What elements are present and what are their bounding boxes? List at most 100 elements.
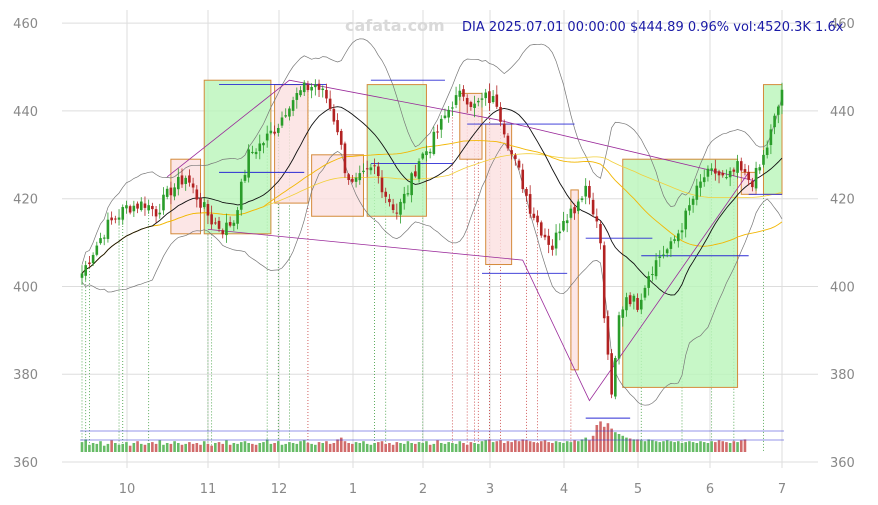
candle-body xyxy=(388,198,391,203)
volume-bar xyxy=(428,444,432,452)
volume-bar xyxy=(717,440,721,452)
candle-body xyxy=(402,193,406,204)
volume-bar xyxy=(258,443,262,452)
volume-bar xyxy=(351,443,354,452)
candle-body xyxy=(347,174,350,180)
candle-body xyxy=(725,177,728,179)
candle-body xyxy=(91,254,95,264)
volume-bar xyxy=(276,441,280,452)
volume-bar xyxy=(447,442,450,452)
candle-body xyxy=(273,131,276,134)
bollinger-lower xyxy=(81,142,783,406)
volume-bar xyxy=(291,443,295,452)
candle-body xyxy=(576,201,580,212)
candle-body xyxy=(406,193,410,195)
candle-body xyxy=(443,115,447,118)
volume-bar xyxy=(473,443,476,452)
volume-bar xyxy=(225,440,228,452)
x-tick-label: 4 xyxy=(560,482,568,497)
volume-bar xyxy=(488,439,491,452)
volume-bar xyxy=(454,443,458,452)
range-box-down xyxy=(459,92,483,160)
candle-body xyxy=(132,205,136,212)
volume-bar xyxy=(373,443,376,452)
candle-body xyxy=(506,135,510,149)
candle-body xyxy=(751,181,754,188)
pivot-line xyxy=(207,172,750,402)
candle-body xyxy=(114,218,117,220)
volume-bar xyxy=(147,443,150,452)
volume-bar xyxy=(632,439,636,452)
candle-body xyxy=(747,171,750,180)
volume-bar xyxy=(362,441,365,452)
candle-body xyxy=(310,86,313,91)
candle-body xyxy=(606,316,610,355)
candle-body xyxy=(654,260,658,277)
candle-body xyxy=(780,89,784,106)
volume-bar xyxy=(728,443,732,452)
candle-body xyxy=(143,203,147,208)
volume-bar xyxy=(573,440,576,452)
volume-bar xyxy=(236,443,239,452)
candle-body xyxy=(458,90,462,97)
candle-body xyxy=(288,108,291,117)
volume-bar xyxy=(251,443,254,452)
volume-bar xyxy=(243,441,247,452)
volume-bar xyxy=(595,425,599,452)
candle-body xyxy=(573,207,576,214)
candle-body xyxy=(147,205,150,211)
volume-bar xyxy=(688,441,691,452)
candle-body xyxy=(199,198,202,208)
x-tick-label: 5 xyxy=(634,482,642,497)
candle-body xyxy=(102,237,106,239)
candle-body xyxy=(580,198,584,200)
volume-bar xyxy=(365,443,369,452)
candle-body xyxy=(410,173,413,196)
volume-bar xyxy=(173,441,176,452)
candle-body xyxy=(384,191,388,197)
range-box-down xyxy=(311,154,364,217)
candle-body xyxy=(117,217,121,220)
volume-bar xyxy=(369,444,373,452)
support-resistance-levels xyxy=(219,79,782,419)
volume-bar xyxy=(465,444,469,452)
candle-body xyxy=(517,160,521,168)
volume-bar xyxy=(543,440,547,452)
volume-bar xyxy=(191,443,195,452)
volume-bar xyxy=(343,441,347,452)
bollinger-bands xyxy=(81,38,783,406)
candle-body xyxy=(180,175,184,185)
volume-bar xyxy=(673,442,676,452)
candle-body xyxy=(665,249,669,254)
candle-body xyxy=(336,120,339,133)
candle-body xyxy=(217,220,221,229)
candle-body xyxy=(417,161,421,179)
candle-body xyxy=(565,220,569,224)
candle-body xyxy=(358,173,362,181)
y-tick-label: 360 xyxy=(830,456,855,471)
y-axis-left: 360 380 400 420 440 460 xyxy=(13,17,38,471)
volume-bar xyxy=(514,440,517,452)
volume-bar xyxy=(262,442,265,452)
volume-bar xyxy=(469,442,473,452)
volume-bar xyxy=(614,432,617,452)
y-tick-label: 420 xyxy=(13,193,38,208)
candle-body xyxy=(743,169,747,173)
volume-bar xyxy=(162,444,165,452)
candle-body xyxy=(362,170,365,173)
volume-bar xyxy=(528,441,532,452)
candle-body xyxy=(776,106,780,115)
candle-body xyxy=(276,127,280,133)
x-tick-label: 3 xyxy=(486,482,494,497)
candle-body xyxy=(99,238,102,244)
candle-body xyxy=(265,133,269,141)
candle-body xyxy=(491,96,495,103)
candle-body xyxy=(380,177,384,193)
candle-body xyxy=(173,187,176,197)
y-tick-label: 380 xyxy=(830,368,855,383)
candle-body xyxy=(595,216,599,222)
volume-bar xyxy=(602,426,606,452)
candle-body xyxy=(188,175,191,183)
volume-bar xyxy=(221,443,225,452)
